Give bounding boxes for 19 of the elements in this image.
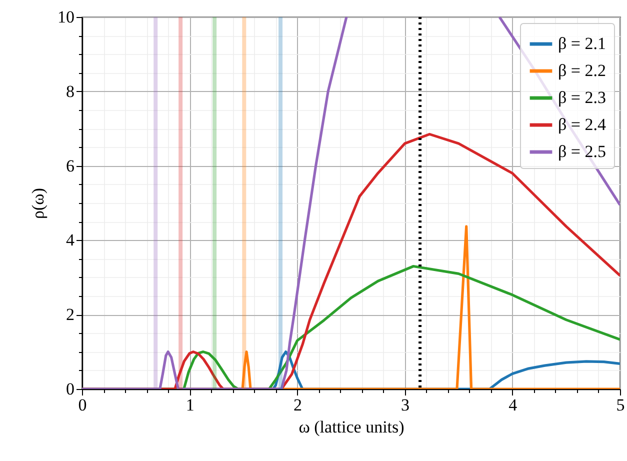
y-tick-label: 8 [66,82,74,101]
x-tick-label: 4 [508,396,518,414]
x-tick-label: 3 [401,396,410,414]
y-tick-label: 0 [66,380,74,398]
legend-label: β = 2.4 [558,115,606,134]
x-tick-label: 0 [78,396,87,414]
y-tick-label: 10 [58,8,74,26]
x-tick-label: 5 [616,396,625,414]
x-tick-label: 2 [293,396,302,414]
x-tick-label: 1 [186,396,194,414]
y-tick-label: 4 [66,230,75,250]
y-axis-title: ρ(ω) [28,188,48,219]
x-axis-title: ω (lattice units) [298,418,404,436]
y-tick-label: 6 [66,156,74,176]
legend-label: β = 2.5 [558,142,606,161]
legend-label: β = 2.1 [558,34,606,53]
legend-label: β = 2.3 [558,88,606,107]
legend-label: β = 2.2 [558,61,606,80]
y-tick-label: 2 [66,305,74,324]
